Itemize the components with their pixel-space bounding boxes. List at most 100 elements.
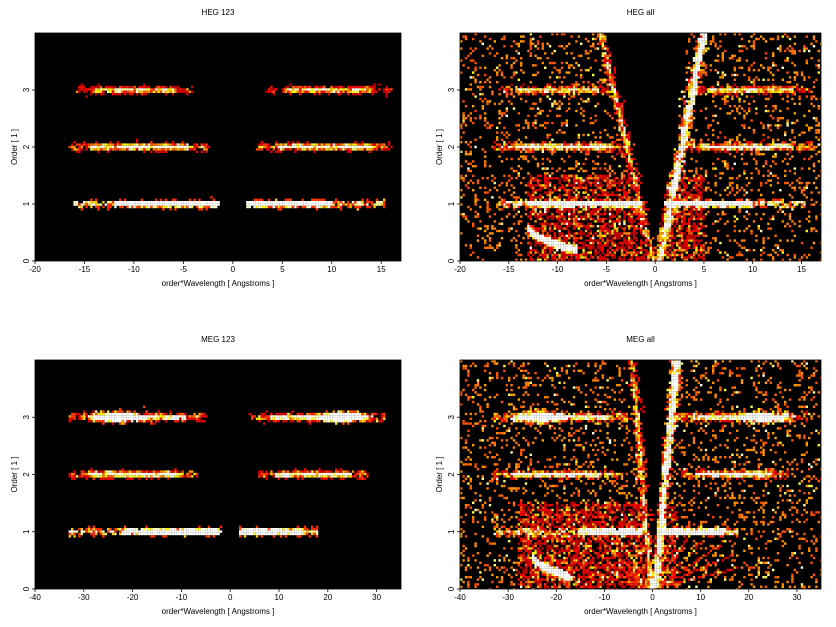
- heatmap-cell: [287, 201, 290, 204]
- heatmap-cell: [347, 203, 350, 206]
- heatmap-cell: [527, 85, 530, 89]
- heatmap-cell: [539, 174, 542, 177]
- heatmap-cell: [774, 88, 777, 91]
- heatmap-cell: [613, 253, 616, 257]
- heatmap-cell: [676, 205, 679, 209]
- heatmap-cell: [678, 189, 681, 192]
- heatmap-cell: [287, 143, 290, 146]
- heatmap-cell: [800, 203, 804, 206]
- heatmap-cell: [752, 100, 756, 103]
- heatmap-cell: [171, 88, 175, 91]
- heatmap-cell: [644, 208, 648, 211]
- heatmap-cell: [618, 237, 621, 240]
- heatmap-cell: [551, 138, 554, 141]
- heatmap-cell: [548, 246, 552, 249]
- heatmap-cell: [702, 52, 705, 55]
- heatmap-cell: [183, 201, 187, 204]
- heatmap-cell: [820, 213, 821, 216]
- heatmap-cell: [577, 186, 580, 189]
- heatmap-cell: [764, 145, 768, 149]
- heatmap-cell: [481, 105, 484, 108]
- heatmap-cell: [724, 90, 727, 93]
- heatmap-cell: [354, 201, 357, 204]
- heatmap-cell: [697, 59, 700, 62]
- heatmap-cell: [637, 186, 640, 189]
- heatmap-cell: [481, 148, 484, 151]
- heatmap-cell: [685, 256, 688, 259]
- heatmap-cell: [332, 85, 335, 89]
- heatmap-cell: [781, 145, 784, 149]
- heatmap-cell: [757, 203, 760, 206]
- heatmap-cell: [668, 208, 672, 211]
- heatmap-cell: [284, 85, 287, 89]
- heatmap-cell: [589, 143, 592, 146]
- heatmap-cell: [356, 145, 359, 149]
- heatmap-cell: [736, 109, 739, 113]
- heatmap-cell: [275, 201, 278, 204]
- heatmap-cell: [517, 222, 520, 225]
- heatmap-cell: [774, 85, 777, 89]
- heatmap-cell: [724, 251, 727, 254]
- heatmap-cell: [683, 205, 686, 209]
- heatmap-cell: [479, 81, 482, 84]
- heatmap-cell: [359, 88, 362, 91]
- heatmap-cell: [702, 33, 705, 36]
- heatmap-cell: [664, 239, 667, 242]
- heatmap-cell: [582, 145, 585, 149]
- heatmap-cell: [613, 172, 616, 175]
- heatmap-cell: [628, 167, 631, 170]
- heatmap-cell: [719, 150, 722, 153]
- heatmap-cell: [620, 232, 624, 235]
- heatmap-cell: [544, 227, 547, 230]
- heatmap-cell: [697, 37, 700, 41]
- heatmap-cell: [630, 213, 633, 216]
- heatmap-cell: [553, 66, 556, 69]
- heatmap-cell: [690, 88, 693, 91]
- heatmap-cell: [745, 210, 748, 213]
- heatmap-cell: [469, 119, 472, 122]
- heatmap-cell: [704, 49, 708, 53]
- heatmap-cell: [119, 88, 122, 91]
- heatmap-cell: [572, 246, 576, 249]
- heatmap-cell: [812, 165, 816, 168]
- heatmap-cell: [191, 90, 194, 93]
- heatmap-cell: [700, 179, 703, 182]
- heatmap-cell: [491, 227, 494, 230]
- heatmap-cell: [618, 215, 621, 218]
- heatmap-cell: [313, 90, 316, 93]
- heatmap-cell: [347, 201, 350, 204]
- heatmap-cell: [601, 201, 604, 204]
- heatmap-cell: [524, 150, 528, 153]
- heatmap-cell: [577, 205, 580, 209]
- heatmap-cell: [532, 93, 535, 96]
- heatmap-cell: [714, 201, 717, 204]
- heatmap-cell: [563, 47, 566, 50]
- heatmap-cell: [767, 97, 770, 101]
- heatmap-cell: [517, 138, 520, 141]
- heatmap-cell: [604, 174, 607, 177]
- heatmap-cell: [671, 205, 674, 209]
- heatmap-cell: [688, 232, 691, 235]
- heatmap-cell: [736, 59, 739, 62]
- heatmap-cell: [378, 83, 381, 86]
- heatmap-cell: [700, 213, 703, 216]
- heatmap-cell: [635, 244, 638, 247]
- heatmap-cell: [460, 136, 463, 139]
- heatmap-cell: [102, 148, 105, 151]
- heatmap-cell: [810, 102, 813, 105]
- heatmap-cell: [351, 203, 355, 206]
- heatmap-cell: [128, 203, 131, 206]
- heatmap-cell: [743, 239, 746, 242]
- heatmap-cell: [716, 83, 720, 86]
- heatmap-cell: [140, 143, 143, 146]
- heatmap-cell: [147, 90, 151, 93]
- heatmap-cell: [805, 186, 808, 189]
- heatmap-cell: [294, 205, 297, 209]
- heatmap-cell: [306, 143, 309, 146]
- heatmap-cell: [796, 148, 799, 151]
- heatmap-cell: [498, 69, 501, 72]
- heatmap-cell: [123, 145, 127, 149]
- heatmap-cell: [347, 205, 350, 209]
- heatmap-cell: [474, 47, 477, 50]
- heatmap-cell: [611, 225, 614, 228]
